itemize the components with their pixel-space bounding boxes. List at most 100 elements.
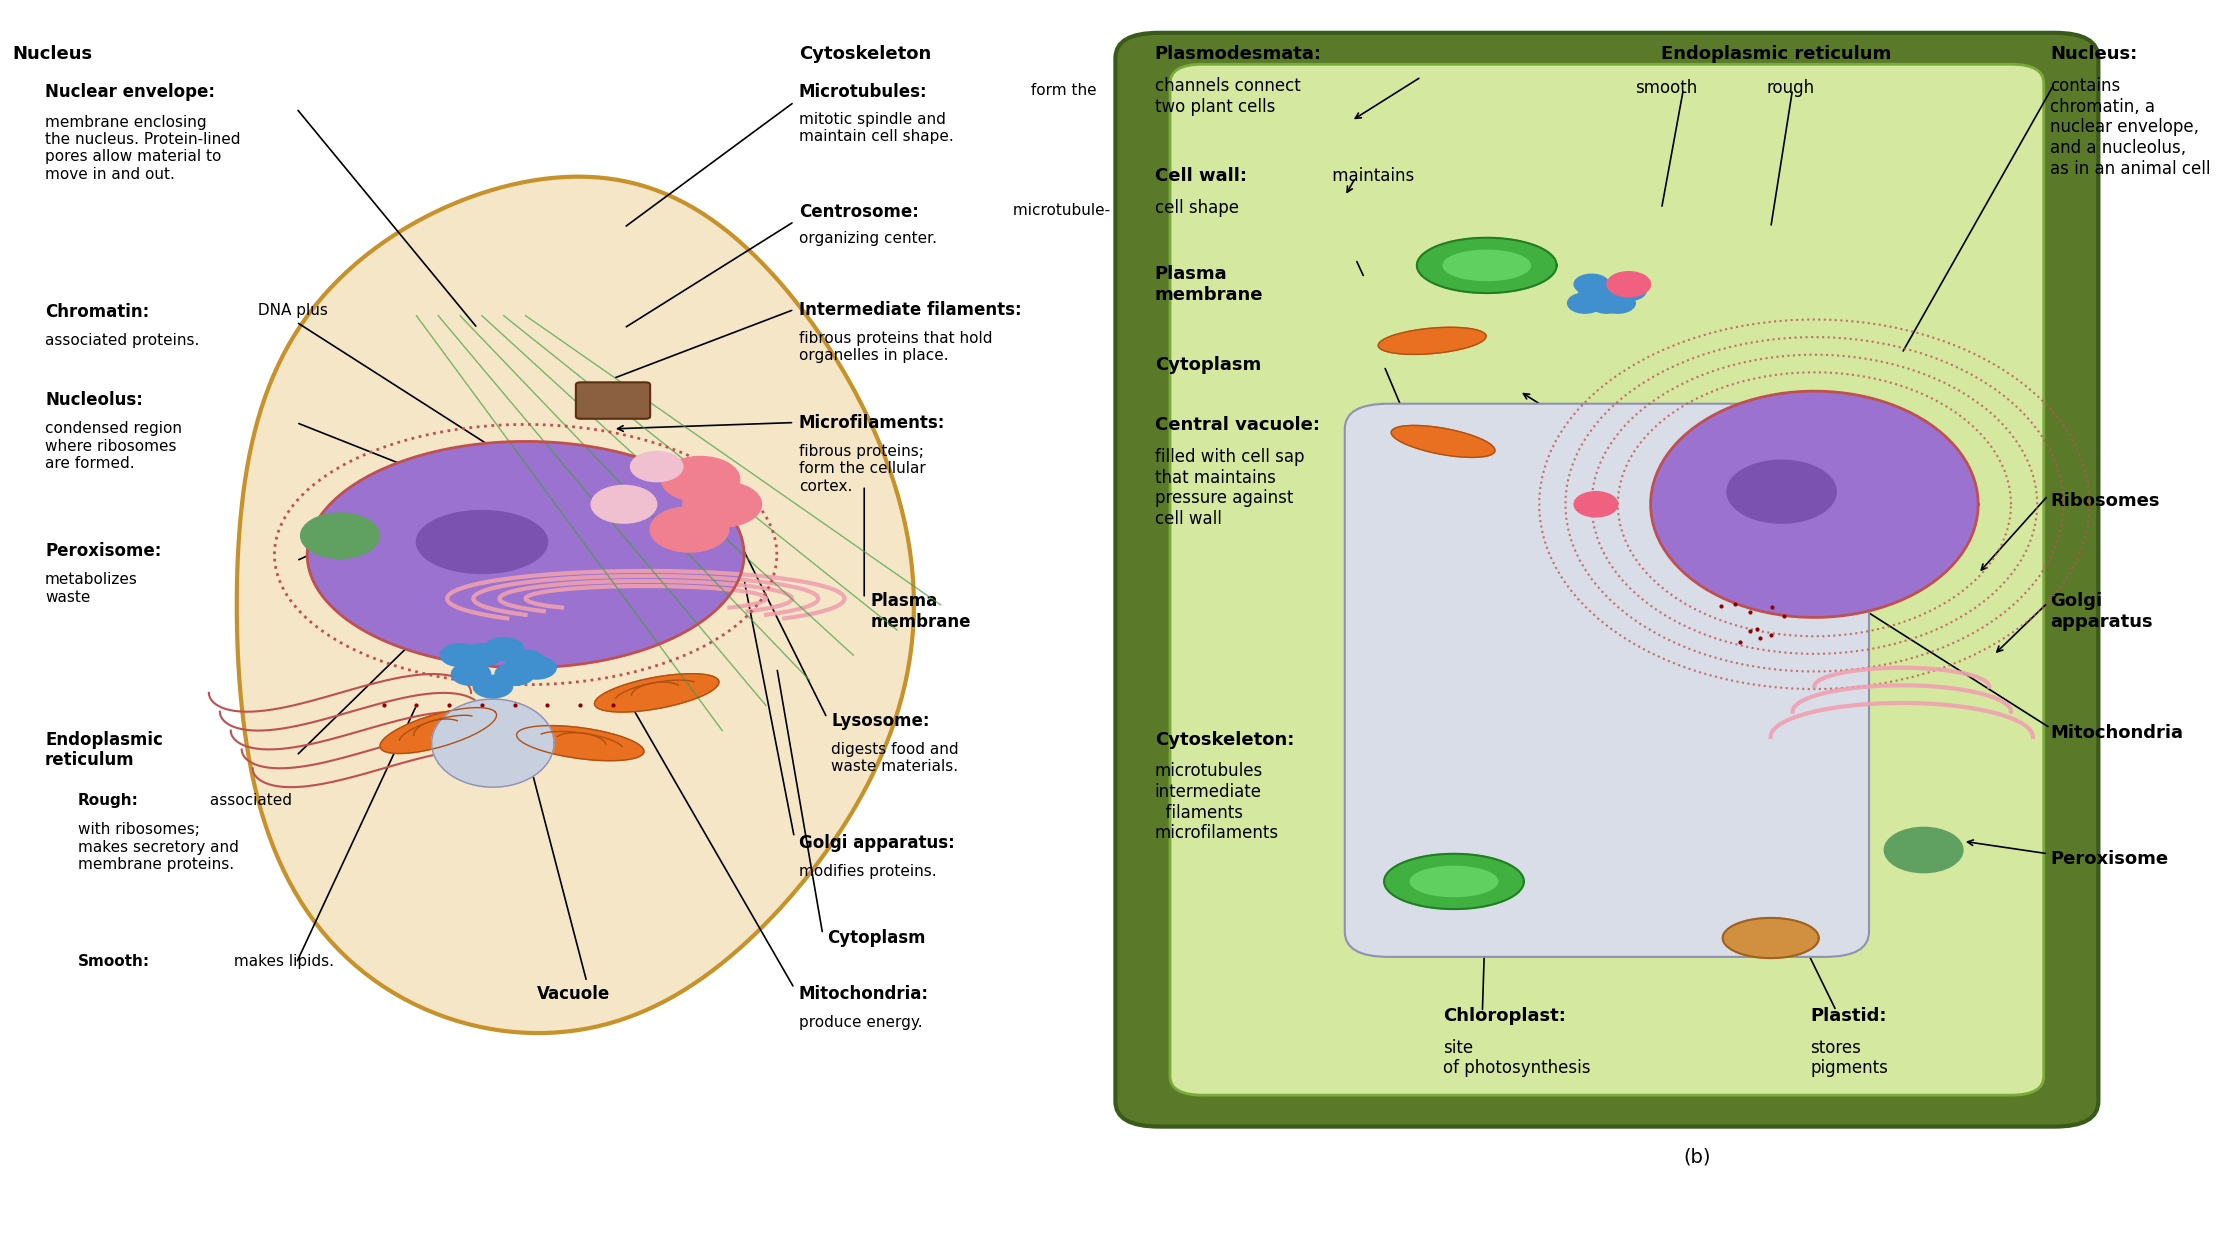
Text: Cytoplasm: Cytoplasm	[827, 929, 925, 948]
Text: Nucleolus:: Nucleolus:	[45, 391, 143, 410]
Text: condensed region
where ribosomes
are formed.: condensed region where ribosomes are for…	[45, 421, 181, 471]
Polygon shape	[381, 708, 497, 753]
FancyBboxPatch shape	[1169, 64, 2043, 1095]
FancyBboxPatch shape	[1116, 33, 2099, 1126]
Text: Cell wall:: Cell wall:	[1156, 168, 1248, 185]
Polygon shape	[1411, 867, 1499, 897]
Text: smooth: smooth	[1635, 79, 1698, 97]
Text: Nucleus: Nucleus	[11, 45, 92, 63]
Circle shape	[441, 644, 479, 667]
Text: Cytoplasm: Cytoplasm	[1156, 355, 1261, 374]
Text: Intermediate filaments:: Intermediate filaments:	[800, 301, 1021, 319]
FancyBboxPatch shape	[576, 382, 650, 418]
Text: Microtubules:: Microtubules:	[800, 83, 927, 101]
Text: contains
chromatin, a
nuclear envelope,
and a nucleolus,
as in an animal cell: contains chromatin, a nuclear envelope, …	[2050, 77, 2211, 178]
Text: Endoplasmic reticulum: Endoplasmic reticulum	[1662, 45, 1893, 63]
Text: stores
pigments: stores pigments	[1810, 1038, 1888, 1077]
Text: membrane enclosing
the nucleus. Protein-lined
pores allow material to
move in an: membrane enclosing the nucleus. Protein-…	[45, 115, 240, 181]
Circle shape	[300, 513, 379, 558]
Text: Chromatin:: Chromatin:	[45, 304, 150, 321]
Text: Plasma
membrane: Plasma membrane	[871, 592, 972, 631]
Text: Mitochondria: Mitochondria	[2050, 724, 2184, 742]
FancyBboxPatch shape	[1344, 403, 1868, 956]
Circle shape	[452, 663, 491, 685]
Polygon shape	[1391, 426, 1494, 457]
Text: Nucleus:: Nucleus:	[2050, 45, 2137, 63]
Circle shape	[473, 675, 513, 698]
Text: (b): (b)	[1682, 1148, 1711, 1167]
Text: Microfilaments:: Microfilaments:	[800, 413, 945, 432]
Text: Golgi apparatus:: Golgi apparatus:	[800, 834, 954, 852]
Circle shape	[629, 451, 683, 481]
Circle shape	[517, 656, 556, 679]
Circle shape	[683, 481, 762, 527]
Text: fibrous proteins;
form the cellular
cortex.: fibrous proteins; form the cellular cort…	[800, 444, 925, 494]
Circle shape	[495, 663, 535, 685]
Text: site
of photosynthesis: site of photosynthesis	[1443, 1038, 1590, 1077]
Text: with ribosomes;
makes secretory and
membrane proteins.: with ribosomes; makes secretory and memb…	[78, 823, 240, 872]
Text: Cytoskeleton: Cytoskeleton	[800, 45, 932, 63]
Text: digests food and
waste materials.: digests food and waste materials.	[831, 742, 959, 775]
Text: Plastid:: Plastid:	[1810, 1007, 1886, 1026]
Text: Chloroplast:: Chloroplast:	[1443, 1007, 1566, 1026]
Polygon shape	[1727, 460, 1837, 523]
Circle shape	[1575, 275, 1608, 295]
Text: Vacuole: Vacuole	[538, 984, 609, 1003]
Circle shape	[506, 650, 544, 673]
Text: Plasma
membrane: Plasma membrane	[1156, 266, 1263, 304]
Text: Central vacuole:: Central vacuole:	[1156, 416, 1319, 435]
Text: Ribosomes: Ribosomes	[2050, 491, 2159, 510]
Text: associated proteins.: associated proteins.	[45, 334, 199, 348]
Text: DNA plus: DNA plus	[253, 304, 327, 318]
Text: Smooth:: Smooth:	[78, 954, 150, 969]
Text: Golgi
apparatus: Golgi apparatus	[2050, 592, 2153, 631]
Text: Peroxisome: Peroxisome	[2050, 850, 2168, 868]
Text: Peroxisome:: Peroxisome:	[45, 542, 161, 559]
Text: form the: form the	[1026, 83, 1095, 98]
Circle shape	[1590, 294, 1624, 314]
Circle shape	[1575, 491, 1617, 517]
Polygon shape	[1384, 854, 1523, 910]
Circle shape	[1568, 294, 1602, 314]
Text: mitotic spindle and
maintain cell shape.: mitotic spindle and maintain cell shape.	[800, 112, 954, 145]
Text: maintains: maintains	[1328, 168, 1413, 185]
Circle shape	[650, 507, 728, 552]
Circle shape	[1611, 281, 1646, 301]
Text: produce energy.: produce energy.	[800, 1014, 923, 1029]
Text: Centrosome:: Centrosome:	[800, 203, 918, 220]
Text: microtubule-: microtubule-	[1008, 203, 1111, 218]
Polygon shape	[594, 674, 719, 712]
Text: filled with cell sap
that maintains
pressure against
cell wall: filled with cell sap that maintains pres…	[1156, 447, 1304, 528]
Text: Mitochondria:: Mitochondria:	[800, 984, 930, 1003]
Polygon shape	[1651, 391, 1978, 617]
Text: fibrous proteins that hold
organelles in place.: fibrous proteins that hold organelles in…	[800, 331, 992, 363]
Circle shape	[661, 456, 739, 501]
Text: Plasmodesmata:: Plasmodesmata:	[1156, 45, 1322, 63]
Polygon shape	[517, 726, 643, 761]
Circle shape	[591, 485, 656, 523]
Polygon shape	[1418, 238, 1557, 294]
Circle shape	[1599, 294, 1635, 314]
Polygon shape	[432, 699, 553, 788]
Polygon shape	[237, 176, 914, 1033]
Text: rough: rough	[1767, 79, 1814, 97]
Text: associated: associated	[204, 794, 291, 809]
Text: metabolizes
waste: metabolizes waste	[45, 572, 139, 605]
Text: makes lipids.: makes lipids.	[228, 954, 334, 969]
Text: channels connect
two plant cells: channels connect two plant cells	[1156, 77, 1301, 116]
Text: Lysosome:: Lysosome:	[831, 712, 930, 730]
Polygon shape	[1443, 251, 1530, 281]
Text: Rough:: Rough:	[78, 794, 139, 809]
Text: Cytoskeleton:: Cytoskeleton:	[1156, 731, 1295, 748]
Polygon shape	[1378, 328, 1485, 354]
Text: Endoplasmic
reticulum: Endoplasmic reticulum	[45, 731, 164, 770]
Polygon shape	[1723, 917, 1819, 958]
Text: organizing center.: organizing center.	[800, 232, 936, 247]
Text: microtubules
intermediate
  filaments
microfilaments: microtubules intermediate filaments micr…	[1156, 762, 1279, 843]
Polygon shape	[417, 510, 547, 573]
Polygon shape	[307, 441, 744, 668]
Text: Nuclear envelope:: Nuclear envelope:	[45, 83, 215, 101]
Circle shape	[1579, 281, 1613, 301]
Text: cell shape: cell shape	[1156, 199, 1239, 217]
Circle shape	[1884, 828, 1962, 873]
